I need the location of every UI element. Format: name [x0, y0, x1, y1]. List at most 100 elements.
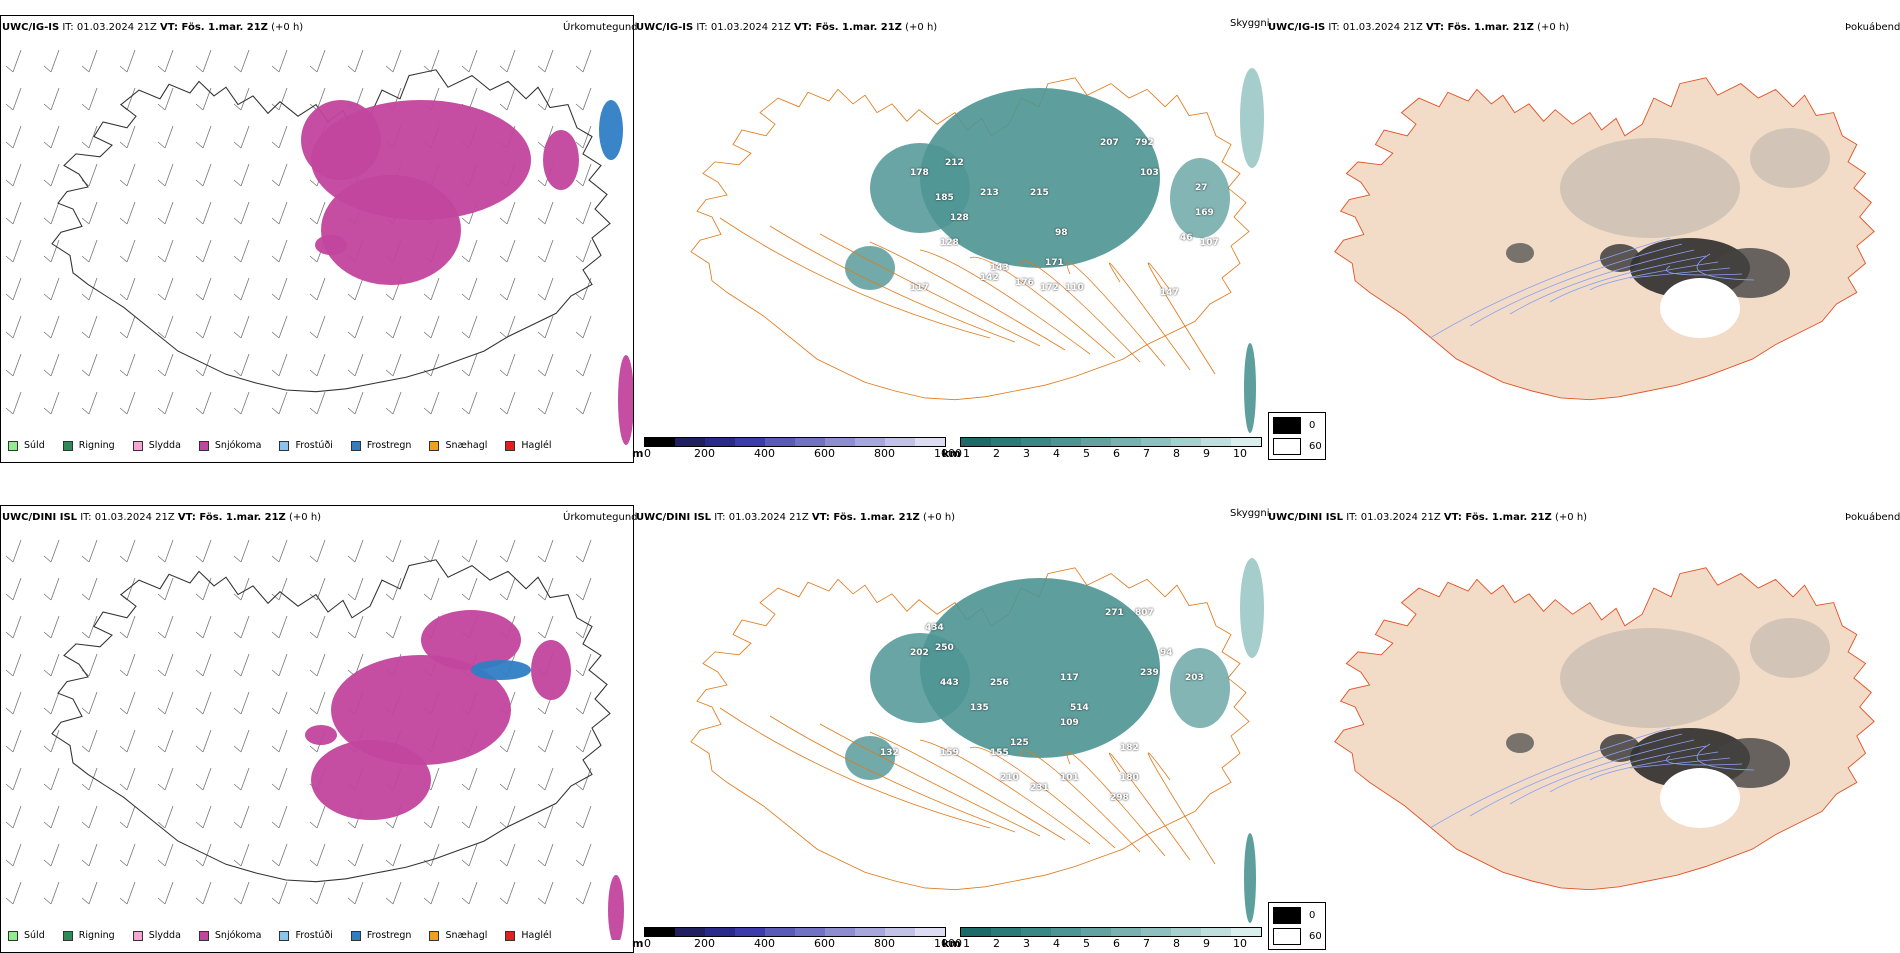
- road-line: [869, 731, 1066, 841]
- wind-barb: [423, 577, 440, 601]
- panel-variable-name: Skyggni: [1230, 18, 1270, 29]
- cloud-base-value: 117: [1060, 673, 1079, 683]
- legend-swatch: [198, 440, 209, 451]
- cloud-base-value: 202: [910, 648, 929, 658]
- wind-barb: [195, 691, 212, 715]
- wind-barb: [423, 805, 440, 829]
- wind-barb: [195, 615, 212, 639]
- cloud-base-value: 434: [925, 623, 944, 633]
- wind-barb: [271, 201, 288, 225]
- wind-barb: [309, 805, 326, 829]
- panel-title: UWC/DINI ISL IT: 01.03.2024 21Z VT: Fös.…: [2, 512, 321, 523]
- wind-barb: [271, 163, 288, 187]
- colorbar-segment: [961, 928, 991, 936]
- legend-swatch: [132, 930, 143, 941]
- legend-swatch: [279, 440, 290, 451]
- road-line: [819, 723, 1041, 837]
- wind-barb: [81, 391, 98, 415]
- wind-barb: [81, 353, 98, 377]
- fog-legend-swatch: [1273, 438, 1301, 455]
- low-visibility-area: [1244, 343, 1256, 433]
- wind-barb: [119, 767, 136, 791]
- freezing-rain-area: [599, 100, 623, 160]
- wind-barb: [5, 805, 22, 829]
- wind-barb: [157, 881, 174, 905]
- wind-barb: [385, 539, 402, 563]
- wind-barb: [119, 201, 136, 225]
- wind-barb: [43, 201, 60, 225]
- visibility-tick: 6: [1113, 447, 1120, 460]
- wind-barb: [271, 805, 288, 829]
- wind-barb: [195, 163, 212, 187]
- fog-legend-item: 60: [1273, 438, 1322, 455]
- wind-barb: [347, 615, 364, 639]
- model-name: UWC/IG-IS: [636, 22, 694, 33]
- valid-time: VT: Fös. 1.mar. 21Z: [177, 512, 286, 523]
- visibility-tick: 1: [963, 937, 970, 950]
- legend-label: Súld: [24, 930, 45, 941]
- wind-barb: [309, 49, 326, 73]
- wind-barb: [233, 729, 250, 753]
- colorbar-segment: [885, 928, 915, 936]
- road-line: [969, 746, 1116, 849]
- wind-barb: [271, 353, 288, 377]
- wind-barb: [461, 391, 478, 415]
- wind-barb: [499, 729, 516, 753]
- road-line: [1019, 750, 1141, 853]
- river-line: [1429, 237, 1671, 339]
- wind-barb: [575, 277, 592, 301]
- wind-barb: [461, 315, 478, 339]
- legend-label: Frostúði: [295, 440, 333, 451]
- wind-barb: [271, 49, 288, 73]
- colorbar-segment: [1231, 928, 1261, 936]
- wind-barb: [423, 539, 440, 563]
- cloud-base-value: 135: [970, 703, 989, 713]
- wind-barb: [347, 539, 364, 563]
- wind-barb: [195, 843, 212, 867]
- river-line: [1696, 743, 1755, 771]
- colorbar-segment: [1231, 438, 1261, 446]
- wind-barb: [157, 691, 174, 715]
- visibility-tick: 2: [993, 937, 1000, 950]
- legend-label: Frostregn: [366, 440, 412, 451]
- wind-barb: [461, 239, 478, 263]
- wind-barb: [309, 691, 326, 715]
- iceland-coastline: [51, 559, 611, 883]
- wind-barb: [81, 653, 98, 677]
- iceland-coastline: [1334, 567, 1875, 891]
- wind-barb: [43, 391, 60, 415]
- iceland-coastline: [51, 69, 611, 393]
- cloud-base-value: 110: [1065, 283, 1084, 293]
- cloud-base-tick: 0: [644, 937, 651, 950]
- visibility-tick: 3: [1023, 447, 1030, 460]
- wind-barb: [233, 653, 250, 677]
- wind-barb: [461, 539, 478, 563]
- low-visibility-area: [1240, 558, 1264, 658]
- wind-barb: [385, 843, 402, 867]
- wind-barb: [271, 315, 288, 339]
- snow-area: [608, 875, 624, 940]
- snow-area: [321, 175, 461, 285]
- model-name: UWC/IG-IS: [2, 22, 60, 33]
- colorbar-segment: [1141, 928, 1171, 936]
- wind-barb: [233, 577, 250, 601]
- wind-barb: [5, 163, 22, 187]
- wind-barb: [347, 315, 364, 339]
- legend-label: Súld: [24, 440, 45, 451]
- panel-title: UWC/DINI ISL IT: 01.03.2024 21Z VT: Fös.…: [1268, 512, 1587, 523]
- wind-barb: [385, 881, 402, 905]
- wind-barb: [499, 239, 516, 263]
- wind-barb: [271, 843, 288, 867]
- snow-area: [331, 655, 511, 765]
- wind-barb: [5, 49, 22, 73]
- cloud-base-value: 180: [1120, 773, 1139, 783]
- wind-barb: [461, 277, 478, 301]
- low-visibility-area: [870, 633, 970, 723]
- wind-barb: [233, 277, 250, 301]
- legend-label: Snæhagl: [445, 440, 488, 451]
- wind-barb: [233, 843, 250, 867]
- cloud-base-tick: 800: [874, 447, 895, 460]
- wind-barb: [271, 277, 288, 301]
- wind-barb: [157, 539, 174, 563]
- wind-barb: [575, 691, 592, 715]
